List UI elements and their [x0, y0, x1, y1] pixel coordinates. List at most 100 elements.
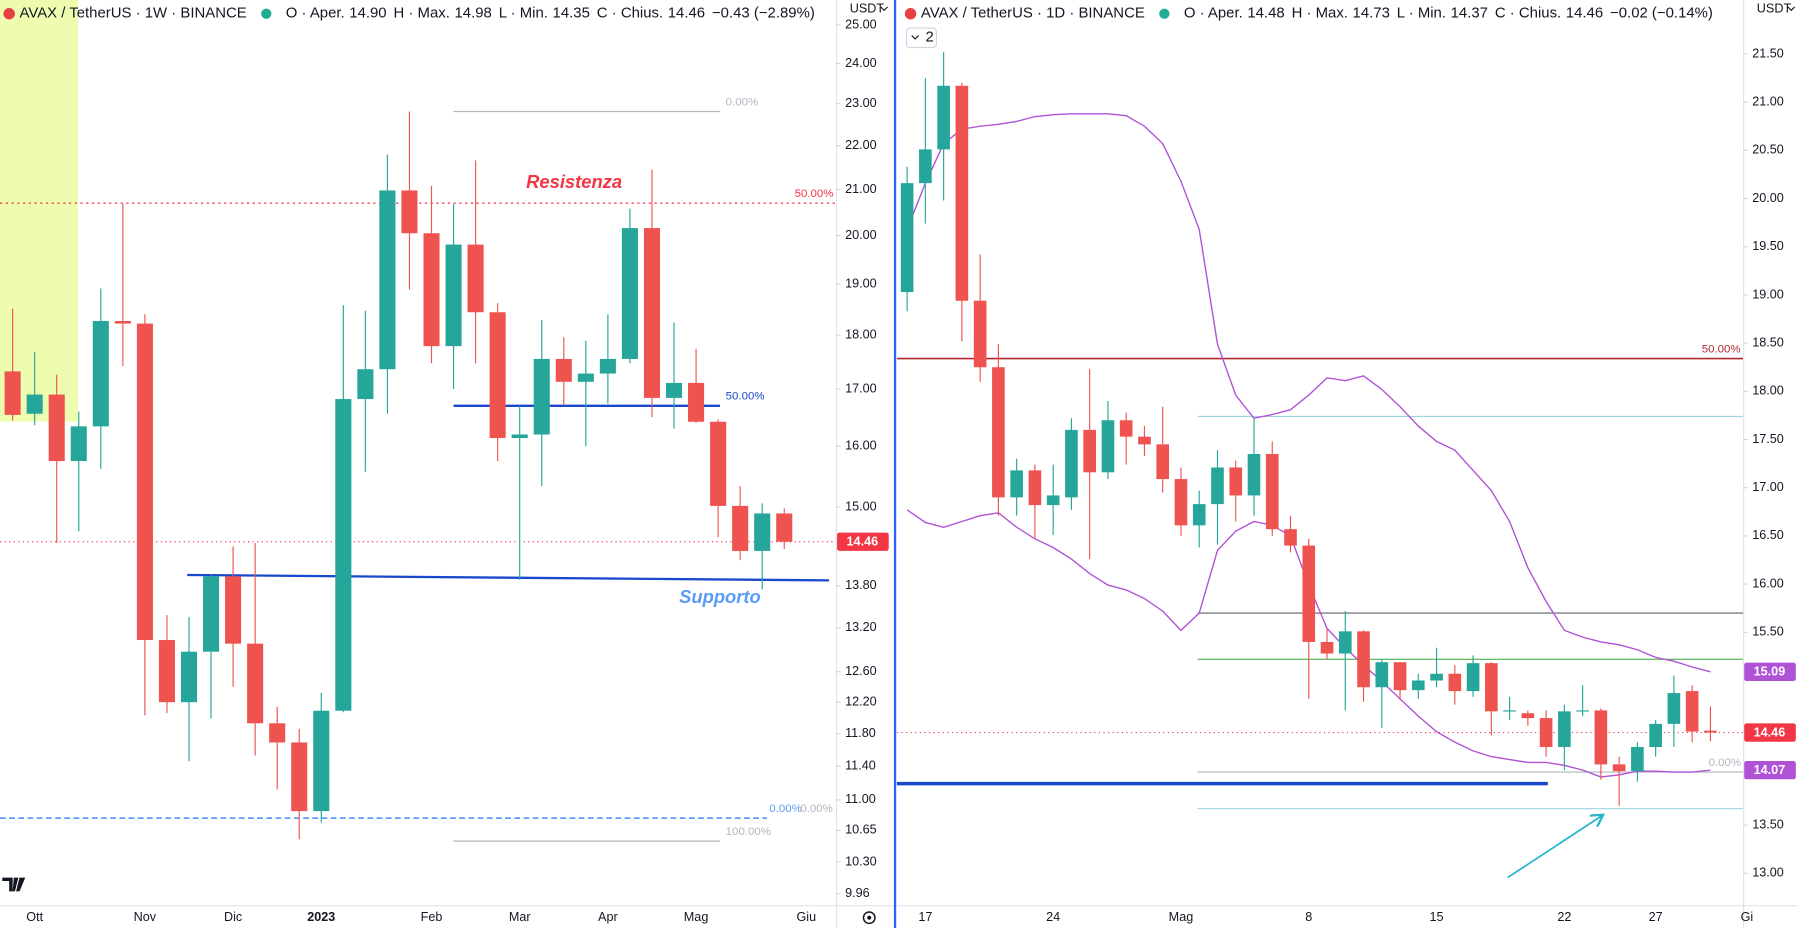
symbol-title: AVAX / TetherUS · 1D · BINANCE	[921, 6, 1145, 22]
price-unit: USDT	[850, 2, 885, 16]
candle-body	[1539, 718, 1553, 748]
candle-body	[643, 228, 661, 398]
x-tick-label: Dic	[224, 910, 242, 924]
candle-body	[992, 367, 1005, 498]
y-tick-label: 25.00	[845, 17, 877, 31]
x-tick-label: Nov	[134, 910, 157, 924]
y-tick-label: 19.00	[845, 276, 877, 290]
candle-body	[1594, 710, 1608, 765]
ohlc-field-name: L · Min.	[1397, 6, 1446, 22]
y-tick-label: 20.00	[1752, 191, 1784, 205]
candle-body	[335, 399, 352, 711]
price-change: −0.02 (−0.14%)	[1610, 6, 1713, 22]
candle-body	[1046, 495, 1060, 506]
axis-menu-chevron[interactable]	[880, 6, 888, 12]
annotation: Supporto	[679, 586, 761, 607]
y-tick-label: 11.40	[845, 759, 876, 773]
ohlc-field-value: 14.46	[1566, 6, 1603, 22]
level-label: 50.00%	[1702, 343, 1741, 355]
candle-body	[1138, 436, 1151, 445]
y-tick-label: 21.00	[845, 182, 877, 196]
y-tick-label: 15.50	[1752, 625, 1784, 639]
x-tick-label: Mag	[1169, 910, 1194, 924]
candle-body	[1010, 470, 1023, 498]
ohlc-field-name: C · Chius.	[1495, 6, 1561, 22]
chart-pane	[896, 52, 1744, 810]
visibility-dot[interactable]	[261, 8, 272, 19]
candle-body	[900, 183, 914, 293]
indicator-line	[906, 113, 1711, 673]
candle-body	[1393, 662, 1407, 691]
candle-body	[158, 640, 175, 703]
candle-body	[313, 710, 330, 812]
ohlc-field-value: 14.35	[553, 6, 590, 22]
x-tick-label: 22	[1557, 910, 1571, 924]
axis-menu-chevron[interactable]	[1787, 6, 1796, 12]
x-tick-label: Feb	[421, 910, 443, 924]
level-label: 0.00%	[769, 803, 802, 815]
ohlc-field-value: 14.73	[1353, 6, 1390, 22]
ohlc-field-name: L · Min.	[499, 6, 548, 22]
ohlc-field-value: 14.90	[349, 6, 386, 22]
candle-body	[1375, 662, 1389, 688]
x-tick-label: Gi	[1741, 910, 1754, 924]
candle-body	[1357, 631, 1370, 688]
price-label: 14.46	[1754, 725, 1786, 739]
candle-body	[577, 373, 594, 382]
y-tick-label: 17.00	[1752, 480, 1784, 494]
candle-body	[291, 742, 308, 812]
y-tick-label: 18.50	[1752, 335, 1784, 349]
candle-body	[114, 320, 131, 324]
candle-body	[599, 358, 616, 374]
level-label: 100.00%	[726, 826, 771, 838]
ohlc-field-name: H · Max.	[1292, 6, 1348, 22]
x-tick-label: Apr	[598, 910, 618, 924]
candle-body	[70, 426, 87, 462]
indicator-count: 2	[925, 30, 933, 46]
price-label: 14.46	[847, 535, 879, 549]
ohlc-field-name: O · Aper.	[1184, 6, 1243, 22]
candle-body	[1503, 710, 1516, 712]
candle-body	[48, 394, 65, 462]
candle-body	[401, 190, 418, 234]
visibility-dot[interactable]	[1159, 8, 1170, 19]
candle-body	[1612, 764, 1626, 772]
candle-body	[445, 244, 462, 347]
x-tick-label: 15	[1430, 910, 1444, 924]
y-tick-label: 12.20	[845, 695, 877, 709]
y-tick-label: 24.00	[845, 56, 877, 70]
candle-body	[1631, 747, 1644, 772]
y-tick-label: 16.00	[1752, 576, 1784, 590]
candle-body	[1119, 420, 1133, 437]
y-tick-label: 10.30	[845, 854, 877, 868]
candle-body	[1558, 711, 1571, 748]
settings-button[interactable]	[862, 911, 876, 925]
candle-body	[1247, 453, 1261, 496]
candle-body	[1485, 663, 1498, 712]
level-label: 50.00%	[795, 188, 834, 200]
candle-body	[955, 85, 969, 301]
candle-body	[1521, 713, 1535, 719]
candle-body	[919, 149, 932, 184]
symbol-title: AVAX / TetherUS · 1W · BINANCE	[20, 6, 247, 22]
x-tick-label: 2023	[307, 910, 335, 924]
candle-body	[973, 300, 987, 368]
candle-body	[1649, 723, 1662, 748]
price-label-box	[1744, 662, 1796, 681]
arrow	[1507, 816, 1602, 879]
candle-body	[688, 382, 705, 422]
y-tick-label: 21.00	[1752, 95, 1784, 109]
indicator-badge[interactable]	[905, 27, 937, 49]
price-label: 14.07	[1754, 763, 1786, 777]
candle-body	[203, 576, 220, 652]
x-tick-label: 27	[1649, 910, 1663, 924]
candle-body	[1338, 631, 1352, 654]
y-tick-label: 15.00	[845, 499, 877, 513]
y-tick-label: 18.00	[1752, 384, 1784, 398]
ohlc-field-name: C · Chius.	[597, 6, 663, 22]
y-tick-label: 19.50	[1752, 239, 1784, 253]
candle-body	[1667, 693, 1681, 724]
candle-body	[180, 651, 198, 703]
candle-body	[4, 371, 21, 415]
